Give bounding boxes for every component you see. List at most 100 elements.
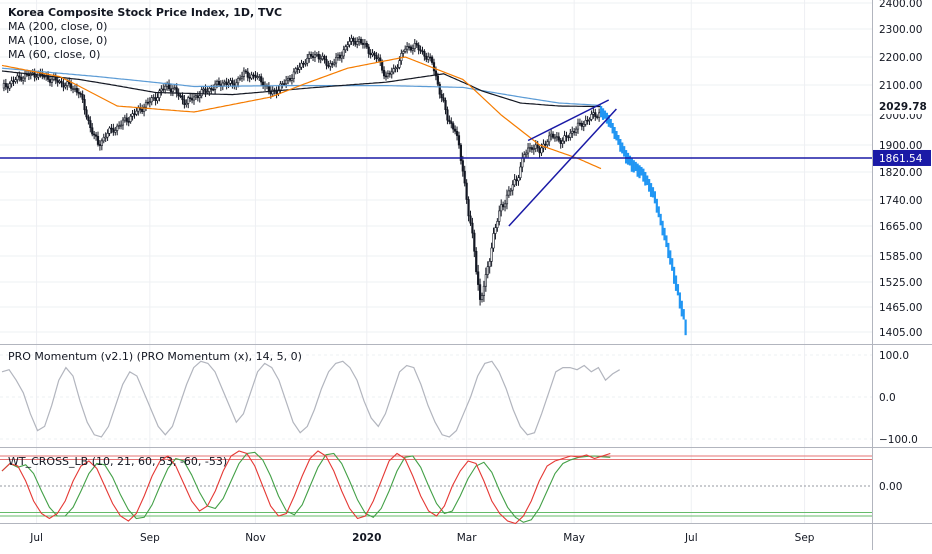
candle-body <box>123 117 126 121</box>
candle-body <box>250 74 253 79</box>
candle-body <box>344 46 347 51</box>
projection-bar <box>673 266 676 284</box>
candle-body <box>571 131 574 134</box>
projection-bar <box>682 309 685 320</box>
candle-body <box>246 71 249 78</box>
ma200-line <box>1 70 601 108</box>
candle-body <box>463 170 466 184</box>
candle-body <box>144 101 148 108</box>
candle-body <box>225 81 228 85</box>
projection-bar <box>663 227 666 241</box>
candle-body <box>569 132 572 138</box>
candle-body <box>212 88 215 91</box>
candle-body <box>223 81 226 84</box>
candle-body <box>386 72 390 77</box>
price-tick-label-0: 1405.00 <box>879 327 922 339</box>
candle-body <box>258 76 261 78</box>
candle-body <box>358 38 361 42</box>
candle-body <box>70 83 73 89</box>
candle-body <box>578 122 582 125</box>
candle-body <box>310 54 313 57</box>
candle-body <box>490 247 493 262</box>
projection-bar <box>680 300 683 317</box>
candle-body <box>423 51 426 57</box>
candle-body <box>574 128 578 133</box>
candle-body <box>502 204 505 208</box>
candle-body <box>517 177 520 182</box>
candle-body <box>525 152 528 155</box>
projection-bar <box>644 172 647 186</box>
candle-body <box>62 82 65 88</box>
candle-body <box>430 56 434 63</box>
candle-body <box>365 42 368 48</box>
candle-body <box>394 67 397 70</box>
candle-body <box>586 120 589 122</box>
projection-bar <box>684 319 687 336</box>
candle-body <box>256 76 259 78</box>
candle-body <box>526 147 530 154</box>
candle-body <box>492 233 495 249</box>
candle-body <box>204 88 207 93</box>
candle-body <box>206 91 209 93</box>
candle-body <box>555 136 558 138</box>
candle-body <box>18 75 21 78</box>
candle-body <box>252 74 255 77</box>
candle-body <box>363 42 366 45</box>
projection-bar <box>611 123 614 134</box>
candle-body <box>515 179 518 182</box>
projection-bar <box>655 198 658 213</box>
wedge-lower-line <box>508 108 617 227</box>
candle-body <box>173 87 176 89</box>
candle-body <box>296 68 299 70</box>
candle-body <box>327 65 330 67</box>
candle-body <box>576 122 580 130</box>
candle-body <box>202 88 205 91</box>
candle-body <box>43 75 46 78</box>
projection-bar <box>636 163 639 177</box>
candle-body <box>325 59 328 66</box>
price-tick-label-7: 1900.00 <box>879 140 922 152</box>
candle-body <box>71 88 75 90</box>
projection-bar <box>674 275 678 291</box>
candle-body <box>377 57 380 60</box>
candle-body <box>285 79 288 85</box>
candle-body <box>488 261 491 268</box>
candle-body <box>302 62 305 65</box>
candle-body <box>580 122 583 127</box>
candle-body <box>304 62 307 65</box>
projection-bar <box>661 220 664 236</box>
candle-body <box>306 58 309 64</box>
candle-body <box>419 49 422 52</box>
candle-body <box>192 96 196 101</box>
candle-body <box>152 97 155 99</box>
candle-body <box>544 143 547 146</box>
candle-body <box>125 117 128 122</box>
candle-body <box>411 48 414 51</box>
wedge-upper-line <box>527 99 610 142</box>
candle-body <box>208 88 211 92</box>
candle-body <box>594 112 597 117</box>
candle-body <box>279 83 282 91</box>
candle-body <box>108 127 111 134</box>
candle-body <box>237 78 240 84</box>
candle-body <box>415 43 418 46</box>
candle-body <box>27 74 30 77</box>
projection-bar <box>642 168 645 182</box>
time-tick-label-7: Sep <box>795 532 815 544</box>
candle-body <box>336 54 340 58</box>
candle-body <box>311 55 315 58</box>
wt-tick-label: 0.00 <box>879 481 902 493</box>
projection-bar <box>623 146 626 157</box>
candle-body <box>12 80 15 83</box>
candle-body <box>457 135 461 146</box>
candle-body <box>354 41 357 45</box>
candle-body <box>409 46 413 51</box>
time-tick-label-5: May <box>563 532 585 544</box>
candle-body <box>513 179 516 186</box>
projection-bar <box>653 191 656 204</box>
candle-body <box>260 76 263 83</box>
candle-body <box>194 95 198 98</box>
candle-body <box>561 140 564 144</box>
